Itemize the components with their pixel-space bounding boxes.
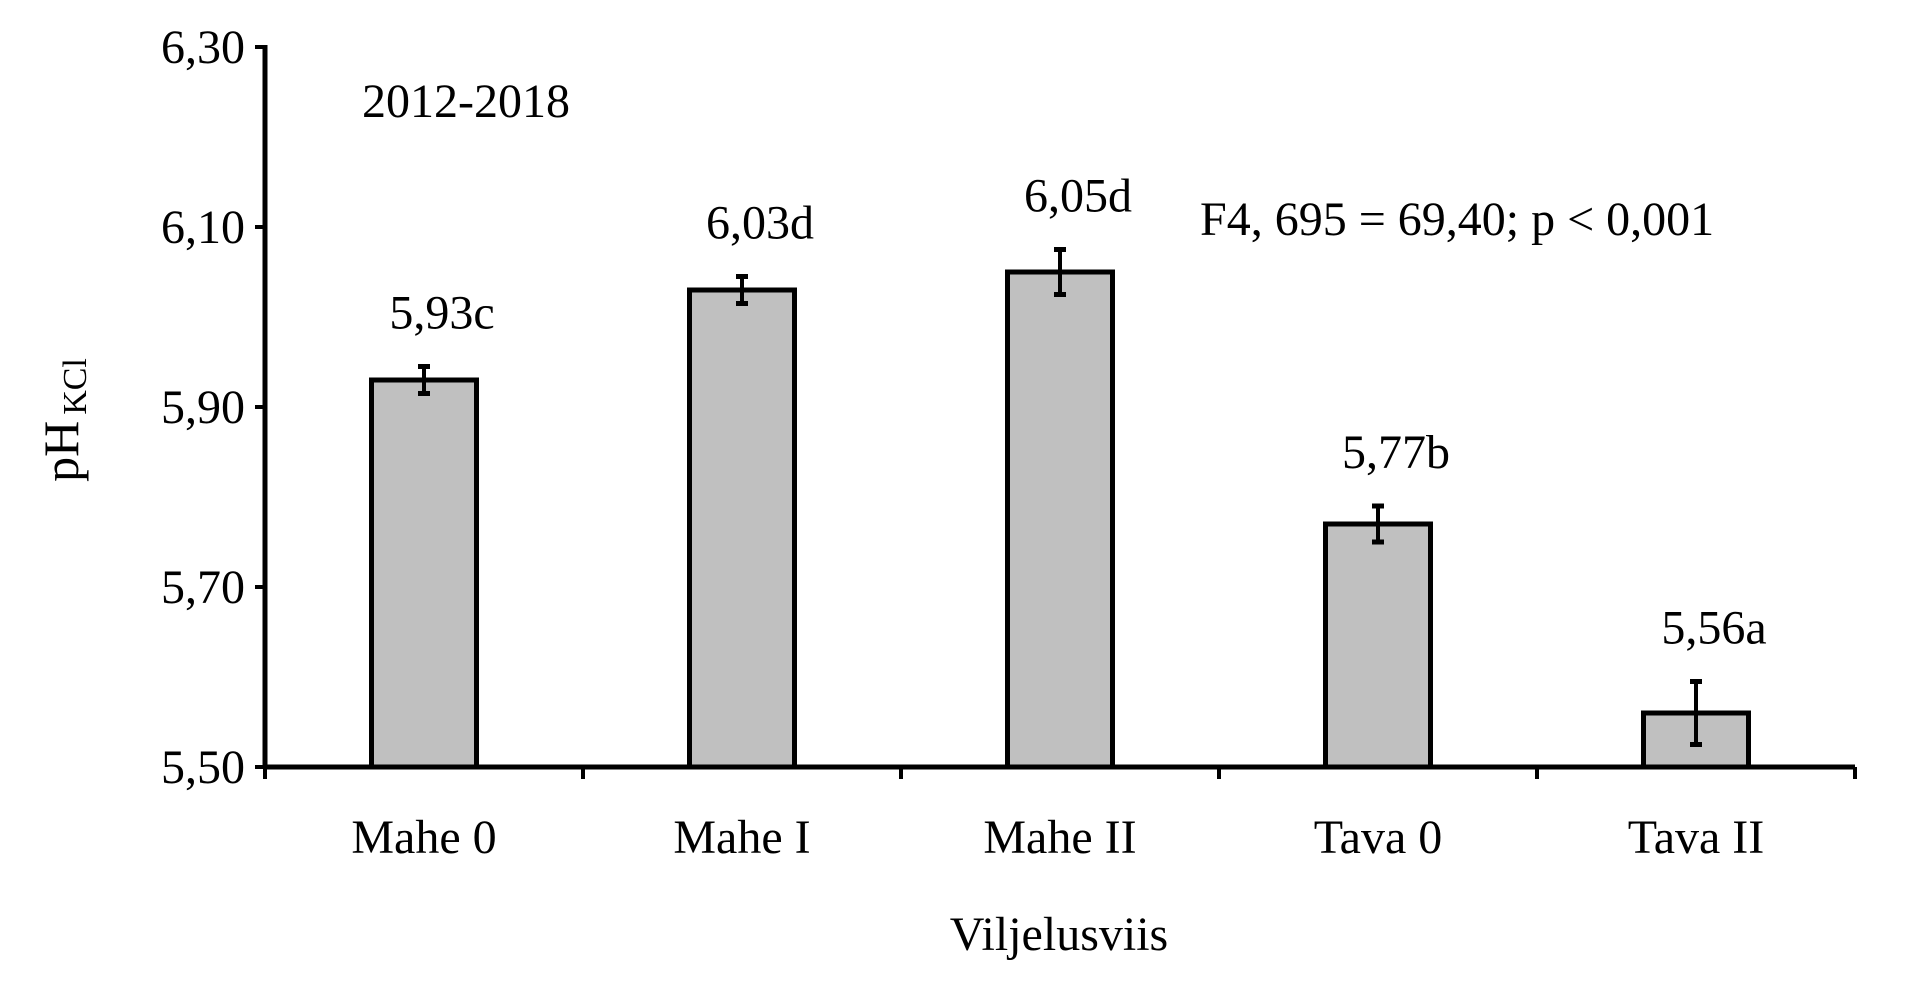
- y-axis-title-main: pH: [33, 421, 89, 482]
- x-tick-label: Tava II: [1628, 811, 1765, 864]
- x-tick-label: Mahe II: [983, 811, 1136, 864]
- bar: [1323, 521, 1433, 770]
- x-tick-label: Mahe 0: [351, 811, 496, 864]
- svg-text:pHKCl: pH KCl: [33, 358, 94, 482]
- data-label: 5,56a: [1661, 602, 1766, 655]
- period-label: 2012-2018: [362, 75, 570, 128]
- x-axis-title: Viljelusviis: [950, 908, 1168, 961]
- data-label: 6,03d: [706, 197, 814, 250]
- data-label: 5,93c: [389, 287, 494, 340]
- bar: [1005, 269, 1115, 770]
- stat-annotation: F4, 695 = 69,40; p < 0,001: [1200, 193, 1714, 246]
- y-axis-title-sub: KCl: [57, 358, 94, 415]
- y-tick-label: 5,50: [161, 741, 245, 794]
- y-tick-label: 6,30: [161, 21, 245, 74]
- x-tick-label: Mahe I: [673, 811, 810, 864]
- x-tick-label: Tava 0: [1314, 811, 1443, 864]
- bar: [687, 287, 797, 770]
- y-tick-label: 6,10: [161, 201, 245, 254]
- bar: [369, 377, 479, 770]
- data-label: 6,05d: [1024, 170, 1132, 223]
- y-tick-label: 5,90: [161, 381, 245, 434]
- y-axis-title: pH KCl: [33, 358, 94, 482]
- y-tick-label: 5,70: [161, 561, 245, 614]
- data-label: 5,77b: [1342, 426, 1450, 479]
